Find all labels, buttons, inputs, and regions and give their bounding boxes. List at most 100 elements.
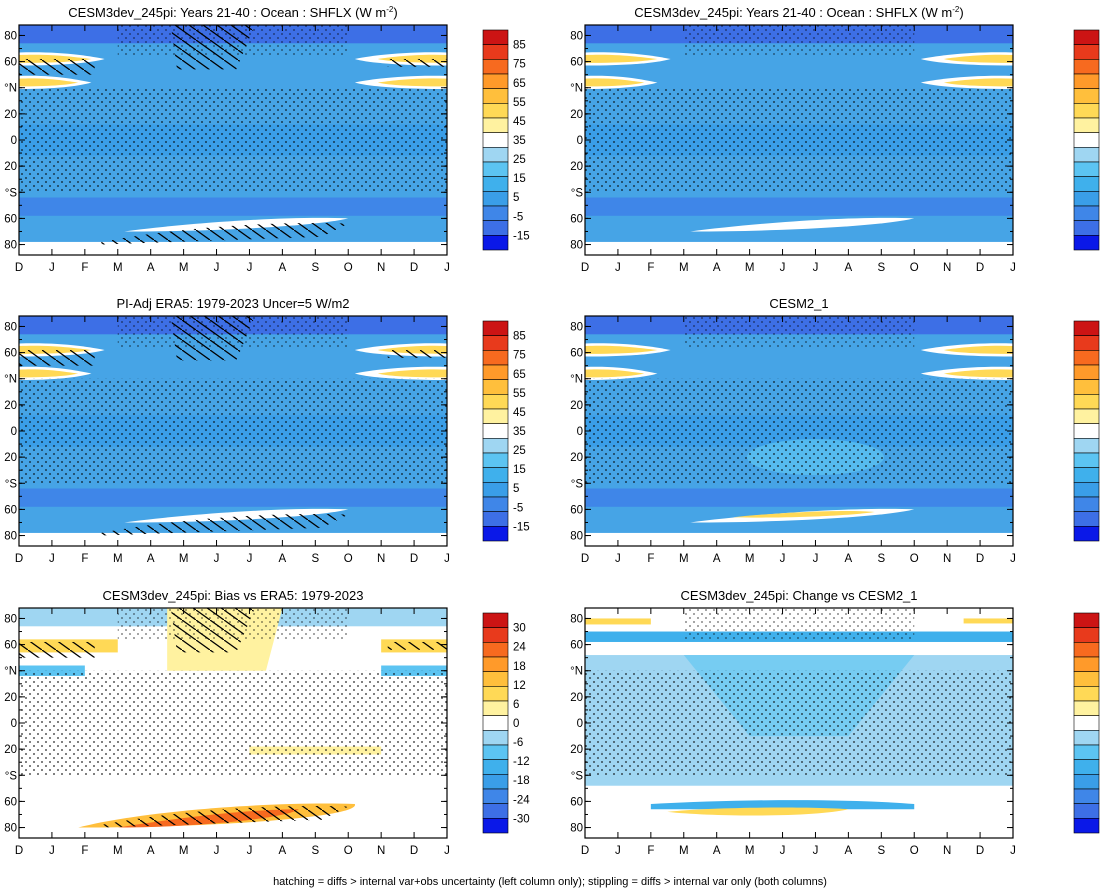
colorbar-label: -15 bbox=[513, 521, 530, 533]
x-tick-label: M bbox=[679, 262, 689, 274]
y-tick-label: 80 bbox=[4, 240, 17, 252]
colorbar-swatch bbox=[482, 320, 509, 336]
y-tick-label: °N bbox=[570, 83, 583, 95]
x-tick-label: J bbox=[49, 262, 55, 274]
panel-title: CESM3dev_245pi: Bias vs ERA5: 1979-2023 bbox=[103, 588, 364, 603]
y-tick-label: 80 bbox=[4, 823, 17, 835]
y-tick-label: 0 bbox=[11, 135, 17, 147]
panel-title: CESM3dev_245pi: Years 21-40 : Ocean : SH… bbox=[634, 5, 963, 20]
colorbar-swatch bbox=[482, 438, 509, 454]
colorbar-swatch bbox=[1073, 320, 1100, 336]
x-tick-label: J bbox=[444, 553, 450, 565]
x-tick-label: D bbox=[410, 553, 418, 565]
x-tick-label: J bbox=[49, 845, 55, 857]
x-tick-label: N bbox=[943, 553, 951, 565]
southern-warm-core bbox=[733, 510, 875, 518]
colorbar-swatch bbox=[1073, 103, 1100, 119]
colorbar-swatch bbox=[482, 423, 509, 439]
colorbar-label: 35 bbox=[513, 135, 526, 147]
hatching-east bbox=[387, 641, 447, 650]
change-south-cold bbox=[650, 800, 915, 810]
y-tick-label: 20 bbox=[4, 109, 17, 121]
x-tick-label: A bbox=[147, 262, 155, 274]
x-tick-label: D bbox=[15, 845, 23, 857]
hatching-south bbox=[101, 513, 349, 536]
colorbar-swatch bbox=[482, 452, 509, 468]
panel-title: CESM3dev_245pi: Years 21-40 : Ocean : SH… bbox=[68, 5, 397, 20]
antarctic-mask bbox=[19, 532, 447, 546]
x-tick-label: J bbox=[214, 553, 220, 565]
colorbar-swatch bbox=[1073, 642, 1100, 658]
hatching-east bbox=[387, 58, 447, 67]
colorbar-swatch bbox=[1073, 452, 1100, 468]
colorbar-swatch bbox=[482, 117, 509, 133]
x-tick-label: D bbox=[976, 262, 984, 274]
colorbar-swatch bbox=[1073, 730, 1100, 746]
colorbar-swatch bbox=[482, 132, 509, 148]
x-tick-label: F bbox=[647, 845, 654, 857]
colorbar-label: 85 bbox=[513, 331, 526, 343]
colorbar-swatch bbox=[1073, 235, 1100, 251]
colorbar-swatch bbox=[1073, 205, 1100, 221]
hatching-west bbox=[19, 349, 95, 366]
colorbar-swatch bbox=[1073, 788, 1100, 804]
y-tick-label: 60 bbox=[4, 796, 17, 808]
warm-core-west bbox=[19, 78, 79, 87]
colorbar-swatch bbox=[482, 759, 509, 775]
southern-warm-tongue bbox=[124, 508, 349, 523]
y-tick-label: 60 bbox=[4, 57, 17, 69]
colorbar-label: 75 bbox=[513, 350, 526, 362]
y-tick-label: 60 bbox=[570, 796, 583, 808]
colorbar-swatch bbox=[482, 379, 509, 395]
colorbar-label: 85 bbox=[513, 40, 526, 52]
x-tick-label: F bbox=[81, 262, 88, 274]
colorbar-swatch bbox=[482, 496, 509, 512]
y-tick-label: 20 bbox=[4, 400, 17, 412]
x-tick-label: S bbox=[877, 553, 885, 565]
x-tick-label: A bbox=[147, 553, 155, 565]
panel-middle-left: 80 60 °N 20 0 20 °S 60 80 D J F M A M J J A S O N D J PI-Adj ER… bbox=[4, 296, 530, 565]
colorbar-swatch bbox=[1073, 88, 1100, 104]
colorbar-swatch bbox=[482, 686, 509, 702]
stippling bbox=[585, 670, 1013, 776]
x-tick-label: J bbox=[49, 553, 55, 565]
colorbar-label: 6 bbox=[513, 699, 519, 711]
panel-title: CESM2_1 bbox=[769, 296, 828, 311]
stippling-north bbox=[683, 316, 915, 348]
colorbar-label: -18 bbox=[513, 775, 530, 787]
y-tick-label: 60 bbox=[570, 213, 583, 225]
y-tick-label: 80 bbox=[570, 531, 583, 543]
x-tick-label: J bbox=[813, 553, 819, 565]
hatching-west bbox=[19, 641, 95, 658]
colorbar-swatch bbox=[1073, 394, 1100, 410]
x-tick-label: A bbox=[845, 845, 853, 857]
x-tick-label: M bbox=[745, 262, 755, 274]
hatching-east bbox=[387, 349, 447, 358]
x-tick-label: J bbox=[247, 262, 253, 274]
x-tick-label: F bbox=[647, 262, 654, 274]
x-tick-label: F bbox=[81, 553, 88, 565]
x-tick-label: A bbox=[279, 553, 287, 565]
warm-core-west bbox=[585, 369, 645, 378]
x-tick-label: N bbox=[377, 553, 385, 565]
x-tick-label: F bbox=[81, 845, 88, 857]
colorbar-label: 55 bbox=[513, 388, 526, 400]
colorbar-swatch bbox=[482, 235, 509, 251]
y-tick-label: °N bbox=[4, 666, 17, 678]
change-warm-east bbox=[963, 618, 1013, 624]
colorbar-swatch bbox=[482, 774, 509, 790]
panel-bottom-right: 80 60 °N 20 0 20 °S 60 80 D J F M A M J J A S O N D J CESM3dev_… bbox=[570, 588, 1100, 857]
y-tick-label: 0 bbox=[577, 135, 583, 147]
colorbar-label: 45 bbox=[513, 116, 526, 128]
y-tick-label: 60 bbox=[570, 504, 583, 516]
colorbar-swatch bbox=[482, 788, 509, 804]
colorbar-swatch bbox=[1073, 117, 1100, 133]
stippling-north bbox=[683, 25, 915, 57]
warm-core-west bbox=[585, 345, 658, 354]
y-tick-label: 0 bbox=[11, 718, 17, 730]
x-tick-label: A bbox=[713, 553, 721, 565]
panel-title: CESM3dev_245pi: Change vs CESM2_1 bbox=[680, 588, 917, 603]
y-tick-label: 60 bbox=[4, 504, 17, 516]
y-tick-label: 20 bbox=[4, 161, 17, 173]
